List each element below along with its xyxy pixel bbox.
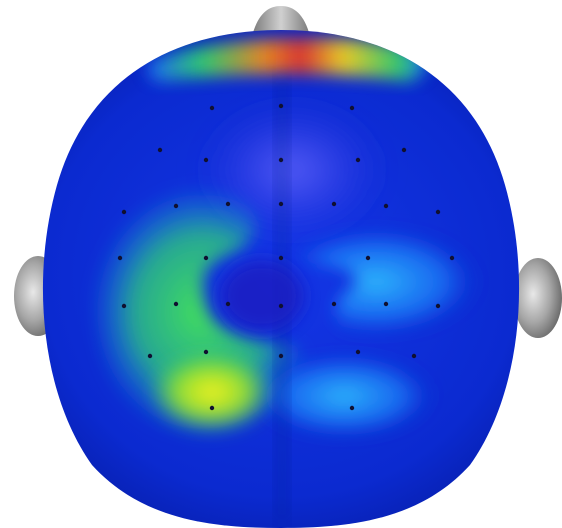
electrode-dot — [355, 349, 361, 355]
electrode-dot — [355, 157, 361, 163]
electrode-dot — [225, 201, 231, 207]
electrode-dot — [278, 353, 284, 359]
electrode-dot — [278, 103, 284, 109]
electrode-dot — [203, 255, 209, 261]
electrode-dot — [349, 405, 355, 411]
electrode-dot — [225, 301, 231, 307]
electrode-dot — [157, 147, 163, 153]
electrode-dot — [383, 301, 389, 307]
electrode-dot — [383, 203, 389, 209]
central-low-region — [220, 260, 304, 332]
electrode-dot — [278, 201, 284, 207]
electrode-dot — [365, 255, 371, 261]
electrode-dot — [203, 349, 209, 355]
electrode-grid — [117, 103, 455, 411]
electrode-dot — [278, 303, 284, 309]
electrode-dot — [121, 303, 127, 309]
electrode-dot — [209, 405, 215, 411]
electrode-dot — [147, 353, 153, 359]
lower-cyan-region — [251, 353, 438, 439]
electrode-dot — [349, 105, 355, 111]
right-cyan-region — [270, 225, 483, 338]
nose-icon — [252, 6, 310, 36]
electrode-dot — [449, 255, 455, 261]
frontal-activation-band — [146, 38, 429, 82]
electrode-dot — [435, 209, 441, 215]
electrode-dot — [411, 353, 417, 359]
right-ear-icon — [514, 258, 562, 338]
electrode-dot — [173, 301, 179, 307]
peak-activation-hotspot — [148, 350, 276, 434]
electrode-dot — [278, 255, 284, 261]
electrode-dot — [203, 157, 209, 163]
electrode-dot — [331, 301, 337, 307]
electrode-dot — [401, 147, 407, 153]
electrode-dot — [121, 209, 127, 215]
electrode-dot — [331, 201, 337, 207]
electrode-dot — [278, 157, 284, 163]
electrode-dot — [209, 105, 215, 111]
electrode-dot — [435, 303, 441, 309]
electrode-dot — [117, 255, 123, 261]
electrode-dot — [173, 203, 179, 209]
